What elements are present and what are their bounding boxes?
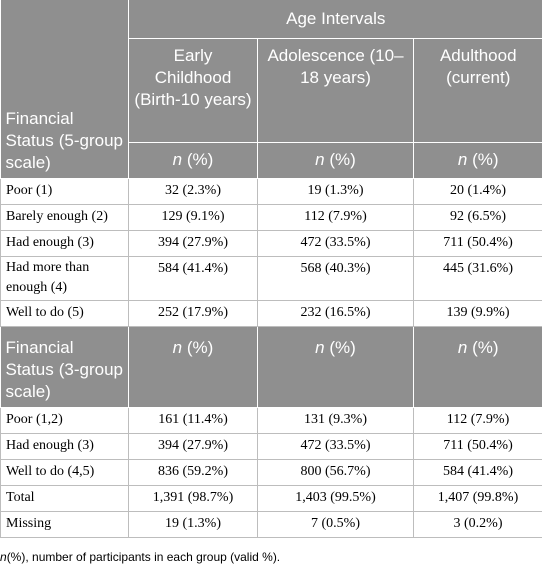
unit-suffix: (%) (329, 150, 355, 169)
table-row: Had enough (3)394 (27.9%)472 (33.5%)711 … (1, 433, 542, 459)
unit-symbol: n (173, 150, 182, 169)
data-cell: 19 (1.3%) (129, 511, 258, 537)
unit-cell: n (%) (258, 142, 414, 178)
data-cell: 584 (41.4%) (414, 459, 542, 485)
table-row: Well to do (4,5)836 (59.2%)800 (56.7%)58… (1, 459, 542, 485)
data-cell: 129 (9.1%) (129, 204, 258, 230)
data-cell: 394 (27.9%) (129, 230, 258, 256)
unit-cell: n (%) (129, 142, 258, 178)
unit-suffix: (%) (187, 150, 213, 169)
data-cell: 252 (17.9%) (129, 300, 258, 326)
unit-cell: n (%) (414, 142, 542, 178)
row-label: Poor (1,2) (1, 407, 129, 433)
row-label: Well to do (4,5) (1, 459, 129, 485)
table-row: Had more than enough (4)584 (41.4%)568 (… (1, 256, 542, 300)
data-cell: 472 (33.5%) (258, 230, 414, 256)
footnote: n(%), number of participants in each gro… (0, 550, 542, 564)
row-label: Had enough (3) (1, 230, 129, 256)
data-cell: 800 (56.7%) (258, 459, 414, 485)
column-header: Adulthood (current) (414, 38, 542, 142)
data-cell: 584 (41.4%) (129, 256, 258, 300)
table-row: Financial Status (3-group scale)n (%)n (… (1, 326, 542, 407)
row-label: Missing (1, 511, 129, 537)
unit-suffix: (%) (472, 150, 498, 169)
table-row: Well to do (5)252 (17.9%)232 (16.5%)139 … (1, 300, 542, 326)
table-row: Financial Status (5-group scale)Age Inte… (1, 0, 542, 38)
unit-cell: n (%) (129, 326, 258, 407)
data-cell: 472 (33.5%) (258, 433, 414, 459)
unit-symbol: n (173, 338, 182, 357)
section-header: Financial Status (3-group scale) (1, 326, 129, 407)
data-cell: 568 (40.3%) (258, 256, 414, 300)
row-label: Well to do (5) (1, 300, 129, 326)
data-cell: 232 (16.5%) (258, 300, 414, 326)
unit-symbol: n (458, 150, 467, 169)
footnote-symbol: n (0, 550, 7, 564)
unit-suffix: (%) (472, 338, 498, 357)
data-cell: 1,391 (98.7%) (129, 485, 258, 511)
footnote-text: (%), number of participants in each grou… (7, 550, 280, 564)
row-label: Had enough (3) (1, 433, 129, 459)
data-cell: 445 (31.6%) (414, 256, 542, 300)
data-cell: 711 (50.4%) (414, 433, 542, 459)
data-cell: 3 (0.2%) (414, 511, 542, 537)
data-cell: 92 (6.5%) (414, 204, 542, 230)
row-header: Financial Status (5-group scale) (1, 0, 129, 178)
table-row: Poor (1,2)161 (11.4%)131 (9.3%)112 (7.9%… (1, 407, 542, 433)
unit-symbol: n (458, 338, 467, 357)
unit-symbol: n (315, 150, 324, 169)
data-cell: 394 (27.9%) (129, 433, 258, 459)
table-row: Barely enough (2)129 (9.1%)112 (7.9%)92 … (1, 204, 542, 230)
unit-cell: n (%) (258, 326, 414, 407)
data-table: Financial Status (5-group scale)Age Inte… (0, 0, 542, 538)
unit-cell: n (%) (414, 326, 542, 407)
data-cell: 711 (50.4%) (414, 230, 542, 256)
data-cell: 139 (9.9%) (414, 300, 542, 326)
row-label: Poor (1) (1, 178, 129, 204)
table-row: Had enough (3)394 (27.9%)472 (33.5%)711 … (1, 230, 542, 256)
group-header: Age Intervals (129, 0, 542, 38)
data-cell: 19 (1.3%) (258, 178, 414, 204)
table-row: Poor (1)32 (2.3%)19 (1.3%)20 (1.4%) (1, 178, 542, 204)
data-cell: 836 (59.2%) (129, 459, 258, 485)
data-cell: 131 (9.3%) (258, 407, 414, 433)
unit-suffix: (%) (329, 338, 355, 357)
column-header: Early Childhood (Birth-10 years) (129, 38, 258, 142)
data-cell: 32 (2.3%) (129, 178, 258, 204)
data-cell: 112 (7.9%) (258, 204, 414, 230)
row-label: Barely enough (2) (1, 204, 129, 230)
data-cell: 20 (1.4%) (414, 178, 542, 204)
data-cell: 112 (7.9%) (414, 407, 542, 433)
unit-symbol: n (315, 338, 324, 357)
unit-suffix: (%) (187, 338, 213, 357)
data-cell: 7 (0.5%) (258, 511, 414, 537)
data-cell: 161 (11.4%) (129, 407, 258, 433)
data-cell: 1,407 (99.8%) (414, 485, 542, 511)
data-cell: 1,403 (99.5%) (258, 485, 414, 511)
row-label: Total (1, 485, 129, 511)
row-label: Had more than enough (4) (1, 256, 129, 300)
column-header: Adolescence (10–18 years) (258, 38, 414, 142)
